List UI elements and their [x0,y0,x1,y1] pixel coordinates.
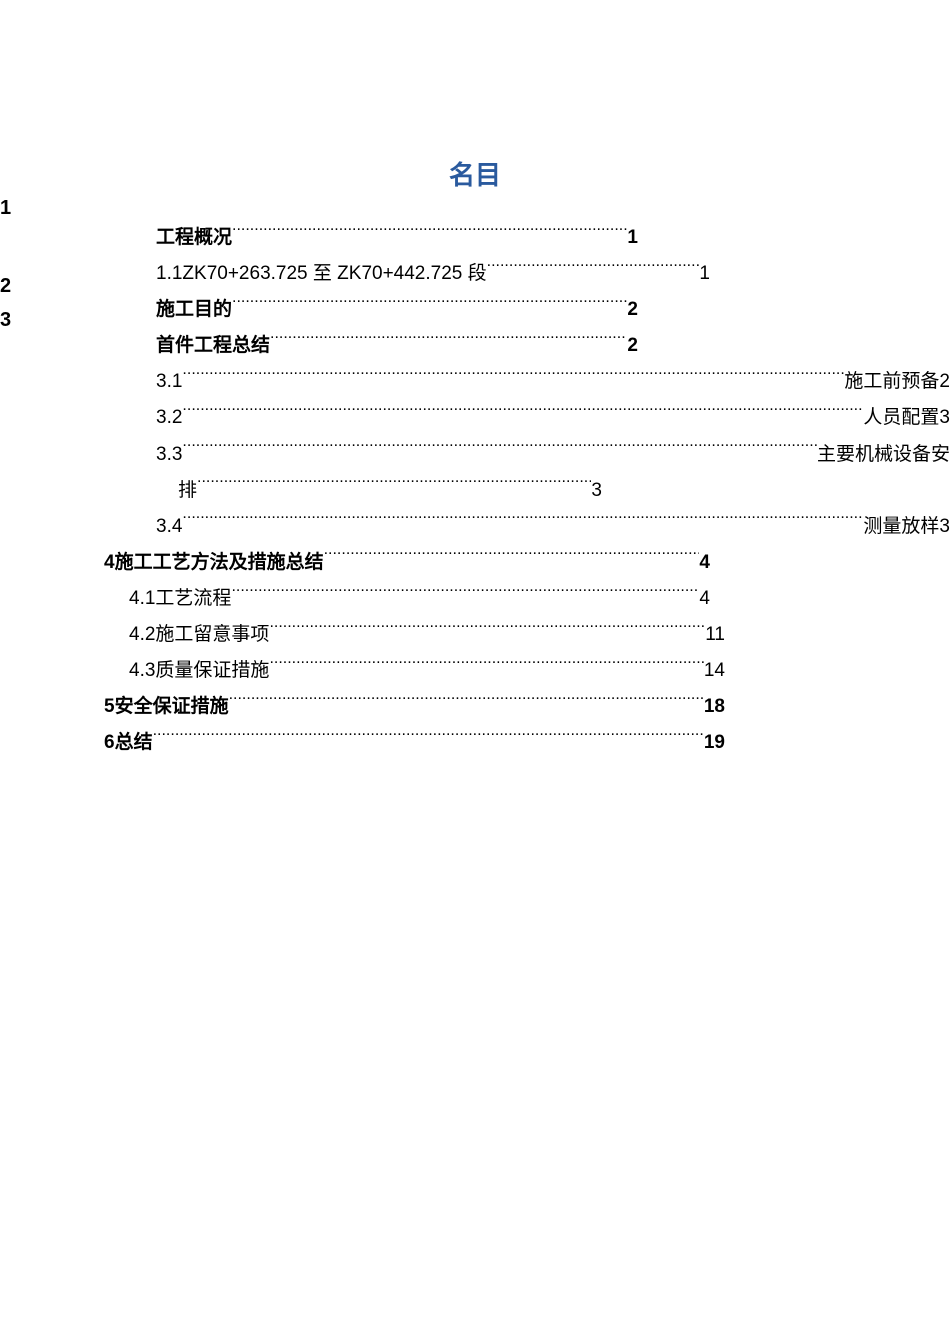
toc-leader [182,441,817,460]
toc-label: 施工目的 [156,292,232,328]
toc-page: 3 [939,509,950,545]
toc-leader [231,585,699,604]
toc-label: 施工工艺方法及措施总结 [115,545,324,581]
toc-row: 1.1 ZK70+263.725 至 ZK70+442.725 段 1 [0,256,950,292]
toc-row: 3.3 主要机械设备安 [0,437,950,473]
toc-leader [182,404,863,423]
toc-num: 3.3 [156,437,182,473]
toc-label: 施工前预备 [844,364,939,400]
toc-page: 2 [627,292,638,328]
toc-row: 3.1 施工前预备 2 [0,364,950,400]
toc-num: 1.1 [156,256,182,292]
toc-leader [270,332,627,351]
toc-label: ZK70+263.725 至 ZK70+442.725 段 [182,256,486,292]
toc-page: 18 [704,689,725,725]
toc-leader [197,477,591,496]
toc-row: 4.3质量保证措施 14 [0,653,950,689]
toc-page: 3 [939,400,950,436]
toc-row: 3.4 测量放样3 [0,509,950,545]
page-title: 名目 [0,155,950,192]
toc-row: 4.2施工留意事项 11 [0,617,950,653]
toc-label: 工艺流程 [155,581,231,617]
toc-page: 14 [704,653,725,689]
toc-row-wrap: 排3 [0,473,950,509]
toc-leader [182,368,844,387]
toc-leader [232,224,627,243]
toc-label: 首件工程总结 [156,328,270,364]
toc-page: 1 [627,220,638,256]
toc-wrap-label: 排 [178,473,197,509]
toc-num: 3.2 [156,400,182,436]
toc-num: 4.3 [129,653,155,689]
side-num-1: 1 [0,198,11,218]
toc-label: 人员配置 [863,400,939,436]
toc-row: 首件工程总结 2 [0,328,950,364]
toc-leader [269,657,703,676]
toc-leader [153,729,704,748]
toc-leader [182,513,863,532]
toc-page: 2 [939,364,950,400]
toc-page: 11 [705,617,725,653]
toc-row: 3.2 人员配置3 [0,400,950,436]
toc-leader [229,693,704,712]
toc-row: 6 总结 19 [0,725,950,761]
toc-label: 主要机械设备安 [817,437,950,473]
toc-label: 总结 [115,725,153,761]
toc-num: 4.1 [129,581,155,617]
table-of-contents: 工程概况11.1 ZK70+263.725 至 ZK70+442.725 段1施… [0,220,950,761]
toc-row: 5 安全保证措施 18 [0,689,950,725]
toc-page: 4 [699,581,710,617]
toc-num: 4 [104,545,115,581]
toc-row: 施工目的 2 [0,292,950,328]
toc-row: 4.1工艺流程 4 [0,581,950,617]
toc-leader [269,621,705,640]
toc-label: 测量放样 [863,509,939,545]
toc-num: 6 [104,725,115,761]
toc-leader [487,260,700,279]
toc-num: 3.4 [156,509,182,545]
toc-row: 工程概况 1 [0,220,950,256]
toc-page: 19 [704,725,725,761]
toc-page: 3 [591,473,602,509]
toc-label: 施工留意事项 [155,617,269,653]
toc-num: 4.2 [129,617,155,653]
toc-leader [324,549,700,568]
toc-label: 安全保证措施 [115,689,229,725]
toc-num: 5 [104,689,115,725]
toc-label: 质量保证措施 [155,653,269,689]
toc-page: 2 [627,328,638,364]
toc-num: 3.1 [156,364,182,400]
toc-label: 工程概况 [156,220,232,256]
toc-page: 1 [699,256,710,292]
toc-row: 4 施工工艺方法及措施总结4 [0,545,950,581]
toc-page: 4 [699,545,710,581]
toc-leader [232,296,627,315]
